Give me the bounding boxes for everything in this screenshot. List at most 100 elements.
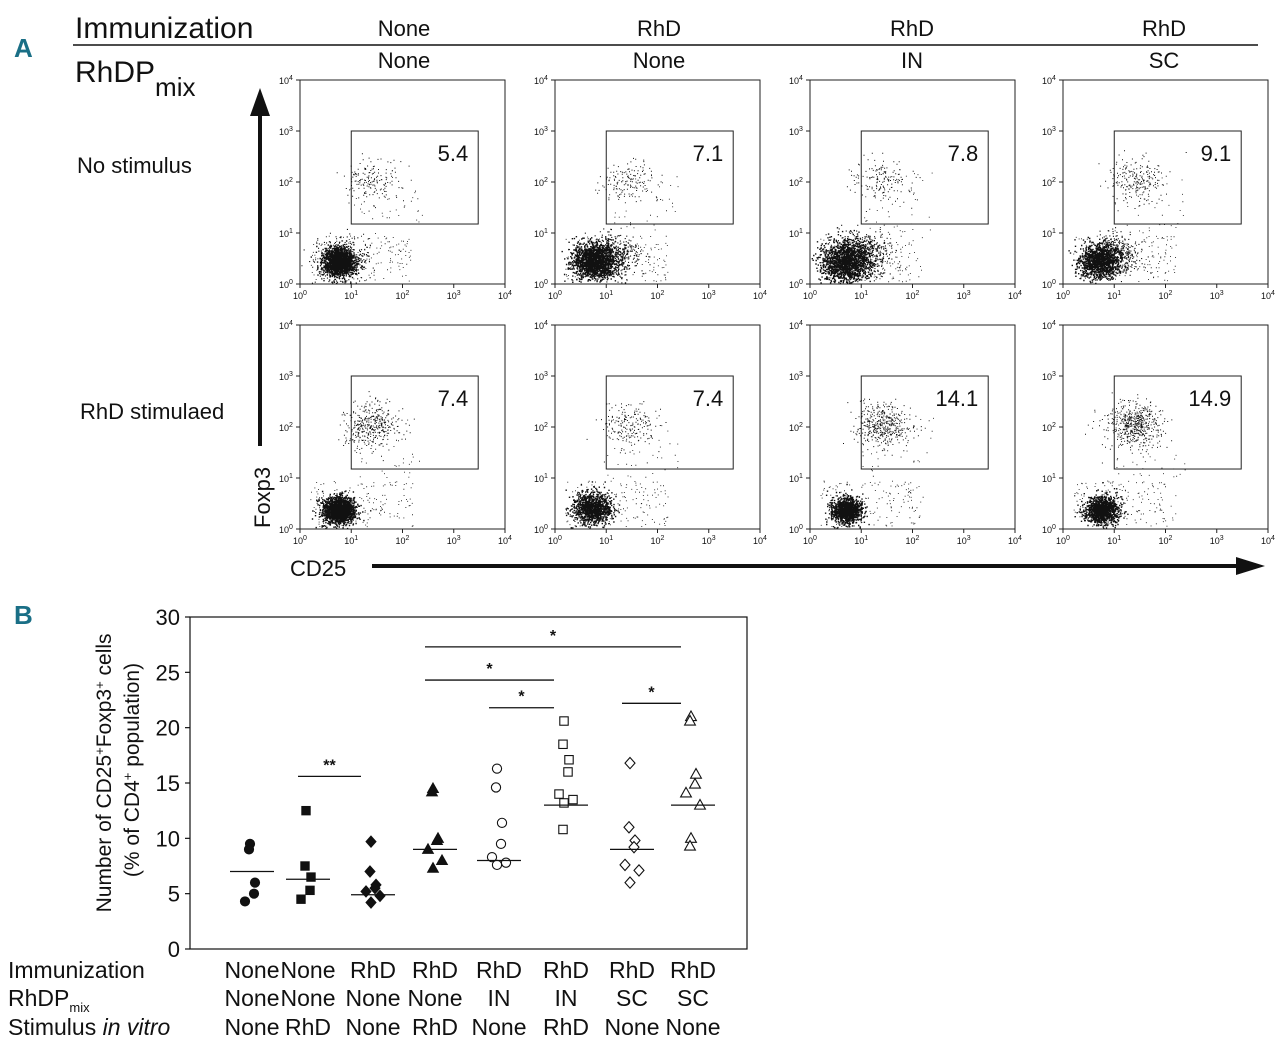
y-tick-label: 103 xyxy=(789,371,803,382)
data-point-diamond xyxy=(374,889,386,903)
y-tick-label: 100 xyxy=(789,279,803,290)
x-tick-label: 103 xyxy=(1210,535,1224,546)
gate-percentage: 14.9 xyxy=(1188,386,1231,411)
gate-box xyxy=(860,130,989,225)
x-tick-label: 101 xyxy=(599,290,613,301)
x-tick-label: 103 xyxy=(702,535,716,546)
bottom-row-label-rhdp: RhDPmix xyxy=(8,985,90,1015)
column-header-rhdp: None xyxy=(633,48,686,73)
group-label-immunization: None xyxy=(225,957,280,983)
group-8 xyxy=(671,709,715,851)
gate-percentage: 7.4 xyxy=(693,386,724,411)
group-label-immunization: RhD xyxy=(412,957,458,983)
column-header-rhdp: SC xyxy=(1149,48,1180,73)
foxp3-axis-label: Foxp3 xyxy=(250,467,275,528)
group-6 xyxy=(544,716,588,835)
group-label-stimulus: None xyxy=(472,1014,527,1040)
significance-stars: ** xyxy=(323,757,336,774)
scatter-dots xyxy=(565,401,679,530)
significance-stars: * xyxy=(486,661,493,678)
scatter-dots xyxy=(811,152,933,285)
x-tick-label: 100 xyxy=(548,535,562,546)
significance-stars: * xyxy=(550,628,557,645)
y-tick-label: 0 xyxy=(168,937,180,962)
y-tick-label: 5 xyxy=(168,882,180,907)
group-2 xyxy=(286,805,330,904)
data-point-triangle xyxy=(426,861,440,873)
y-tick-label: 100 xyxy=(534,279,548,290)
scatter-events xyxy=(1068,150,1187,285)
y-tick-label: 102 xyxy=(534,422,548,433)
data-point-circle xyxy=(243,844,255,855)
y-tick-label: 10 xyxy=(156,826,180,851)
data-point-diamond xyxy=(623,820,635,834)
y-tick-label: 103 xyxy=(1042,126,1056,137)
group-label-rhdp: SC xyxy=(677,985,709,1011)
y-tick-label: 104 xyxy=(279,75,293,86)
y-tick-label: 100 xyxy=(279,279,293,290)
x-tick-label: 102 xyxy=(651,535,665,546)
group-label-stimulus: None xyxy=(666,1014,721,1040)
x-tick-label: 104 xyxy=(1008,290,1022,301)
bottom-rhdp-subscript: mix xyxy=(69,1000,90,1015)
data-point-triangle xyxy=(430,833,444,846)
rhdp-row-header: RhDPmix xyxy=(75,56,195,102)
column-header-rhdp: IN xyxy=(901,48,923,73)
data-point-square xyxy=(306,872,316,882)
column-headers: None None RhD None RhD IN RhD SC xyxy=(378,16,1186,73)
gate-box xyxy=(605,130,734,225)
data-point-triangle xyxy=(684,831,698,843)
scatter-events xyxy=(561,157,679,284)
group-label-stimulus: None xyxy=(346,1014,401,1040)
data-point-triangle xyxy=(693,798,707,810)
y-tick-label: 100 xyxy=(789,524,803,535)
data-point-square xyxy=(554,789,564,799)
data-point-triangle xyxy=(683,714,697,726)
x-tick-label: 103 xyxy=(1210,290,1224,301)
data-point-square xyxy=(558,824,568,835)
x-tick-label: 104 xyxy=(498,535,512,546)
data-point-circle xyxy=(486,851,498,863)
x-tick-label: 100 xyxy=(803,535,817,546)
gate-box xyxy=(350,375,479,470)
x-tick-label: 103 xyxy=(447,535,461,546)
y-tick-label: 103 xyxy=(534,126,548,137)
scatter-events xyxy=(811,152,933,285)
x-tick-label: 101 xyxy=(1107,535,1121,546)
bottom-row-label-stimulus: Stimulus in vitro xyxy=(8,1014,171,1040)
group-label-rhdp: IN xyxy=(488,985,511,1011)
x-tick-label: 101 xyxy=(599,535,613,546)
group-label-immunization: RhD xyxy=(543,957,589,983)
y-tick-label: 104 xyxy=(1042,75,1056,86)
bottom-stimulus-italic: in vitro xyxy=(103,1014,171,1040)
significance-stars: * xyxy=(518,689,525,706)
x-tick-label: 102 xyxy=(906,290,920,301)
panel-b-label: B xyxy=(14,600,33,630)
column-header-rhdp: None xyxy=(378,48,431,73)
row-label-rhd-stimulated: RhD stimulaed xyxy=(80,399,224,424)
y-tick-label: 100 xyxy=(1042,524,1056,535)
data-point-square xyxy=(563,767,573,777)
column-header-immunization: None xyxy=(378,16,431,41)
data-point-diamond xyxy=(365,835,377,849)
x-tick-label: 101 xyxy=(854,290,868,301)
data-point-square xyxy=(568,794,578,805)
column-header-immunization: RhD xyxy=(1142,16,1186,41)
scatter-events xyxy=(820,398,934,529)
data-point-circle xyxy=(491,859,503,871)
y-tick-label: 104 xyxy=(534,320,548,331)
x-tick-label: 101 xyxy=(854,535,868,546)
x-tick-label: 100 xyxy=(293,535,307,546)
group-5 xyxy=(477,763,521,871)
y-tick-label: 100 xyxy=(1042,279,1056,290)
y-tick-label: 102 xyxy=(1042,177,1056,188)
group-label-rhdp: None xyxy=(225,985,280,1011)
data-point-circle xyxy=(500,857,512,868)
data-point-diamond xyxy=(364,865,376,878)
group-label-immunization: None xyxy=(281,957,336,983)
